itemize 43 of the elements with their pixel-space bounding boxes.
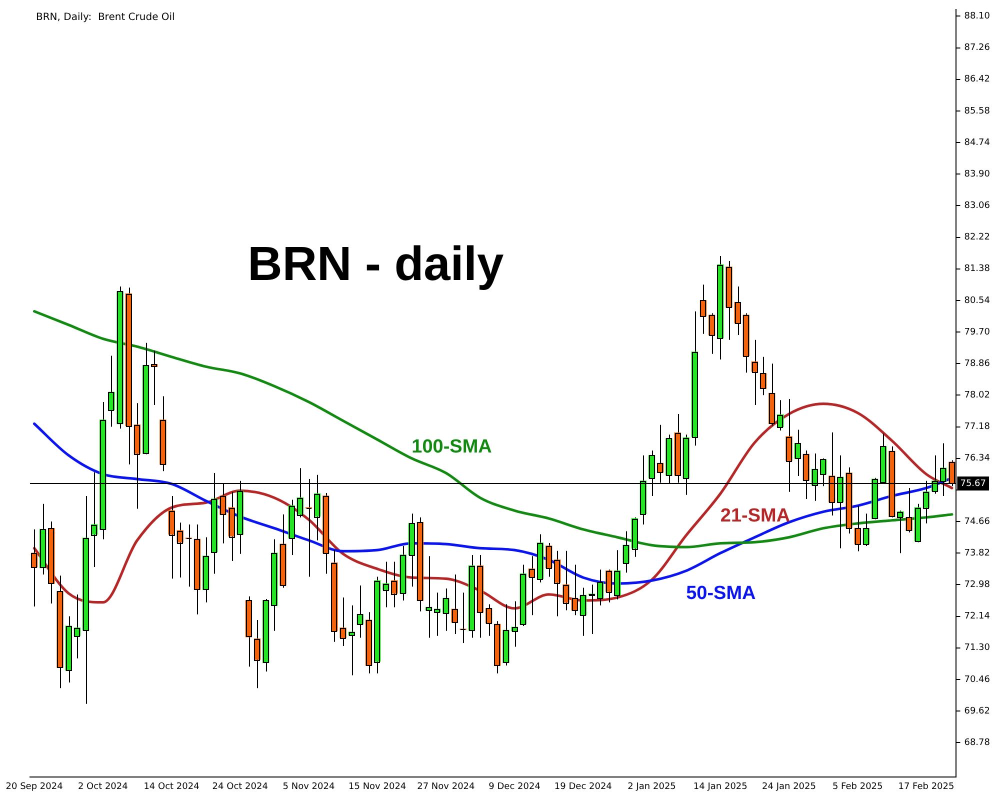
y-tick-label: 72.14 <box>964 612 990 622</box>
x-tick-label: 5 Nov 2024 <box>282 782 335 792</box>
x-tick-label: 19 Dec 2024 <box>554 782 612 792</box>
y-tick-label: 88.10 <box>964 12 990 22</box>
y-tick-label: 77.18 <box>964 422 990 432</box>
chart-title: BRN, Daily: Brent Crude Oil <box>36 12 175 23</box>
series-label: 100-SMA <box>412 436 492 458</box>
x-tick-label: 2 Jan 2025 <box>628 782 676 792</box>
y-tick-label: 76.34 <box>964 454 990 464</box>
x-tick-label: 17 Feb 2025 <box>898 782 954 792</box>
x-tick-label: 27 Nov 2024 <box>417 782 476 792</box>
y-tick-label: 70.46 <box>964 674 990 685</box>
x-tick-label: 24 Oct 2024 <box>212 782 268 792</box>
y-tick-label: 69.62 <box>964 706 990 716</box>
y-tick-label: 87.26 <box>964 43 990 54</box>
x-tick-label: 20 Sep 2024 <box>6 782 64 792</box>
y-tick-label: 84.74 <box>964 138 990 148</box>
y-tick-label: 74.66 <box>964 516 990 527</box>
series-label: 50-SMA <box>686 582 756 604</box>
y-tick-label: 73.82 <box>964 548 990 558</box>
y-tick-label: 83.06 <box>964 201 990 212</box>
x-tick-label: 2 Oct 2024 <box>78 782 128 792</box>
x-tick-label: 14 Jan 2025 <box>693 782 748 792</box>
y-tick-label: 78.02 <box>964 390 990 401</box>
x-tick-label: 5 Feb 2025 <box>832 782 883 792</box>
y-tick-label: 82.22 <box>964 232 990 243</box>
y-tick-label: 71.30 <box>964 643 990 654</box>
y-tick-label: 78.86 <box>964 358 990 369</box>
y-tick-label: 72.98 <box>964 580 990 590</box>
y-tick-label: 79.70 <box>964 327 990 338</box>
x-tick-label: 14 Oct 2024 <box>144 782 200 792</box>
x-tick-label: 15 Nov 2024 <box>348 782 406 792</box>
x-tick-label: 9 Dec 2024 <box>488 782 541 792</box>
y-tick-label: 80.54 <box>964 296 990 306</box>
ref-line-label: 75.67 <box>960 478 986 489</box>
series-label: 21-SMA <box>720 506 790 527</box>
y-tick-label: 85.58 <box>964 106 990 116</box>
y-tick-label: 83.90 <box>964 169 990 180</box>
y-tick-label: 68.78 <box>964 738 990 748</box>
y-tick-label: 86.42 <box>964 74 990 85</box>
y-tick-label: 81.38 <box>964 264 990 274</box>
x-tick-label: 24 Jan 2025 <box>762 782 816 792</box>
text: BRN - daily <box>248 238 504 291</box>
